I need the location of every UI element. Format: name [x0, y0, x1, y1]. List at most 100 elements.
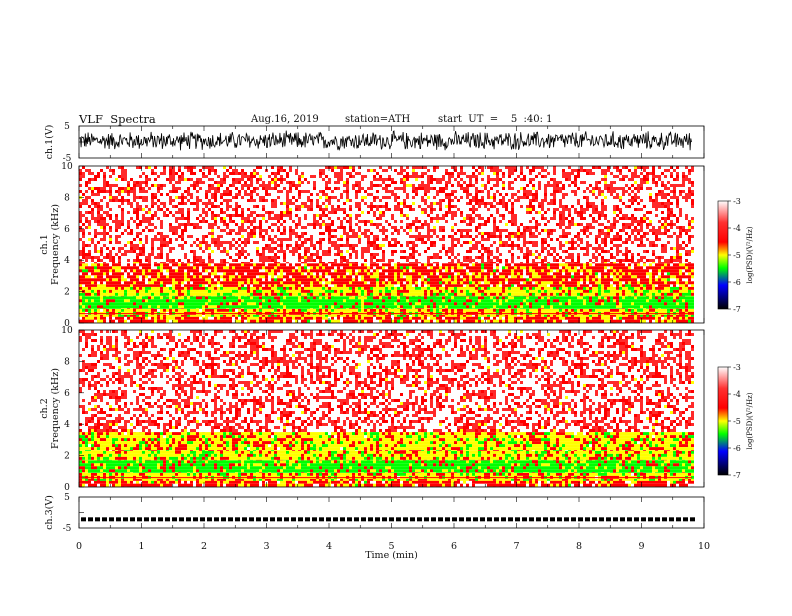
- colorbar-ch1-tick-label: -7: [733, 305, 741, 314]
- ch3-series: [81, 517, 695, 521]
- spectrogram-ch2-ylabel: Frequency (kHz): [50, 368, 61, 449]
- ch3-point: [249, 517, 254, 521]
- ch3-point: [648, 517, 653, 521]
- ch3-point: [361, 517, 366, 521]
- spectrogram-ch1-band-3: [79, 287, 694, 296]
- ch3-point: [291, 517, 296, 521]
- ch1-waveform-series: [79, 131, 692, 151]
- spectrogram-ch2-band-2: [79, 460, 694, 473]
- ch3-point: [508, 517, 513, 521]
- colorbar-ch2-tick-label: -3: [733, 363, 741, 372]
- ch3-point: [459, 517, 464, 521]
- spectrogram-ch1-ytick-label: 4: [64, 256, 70, 266]
- ch3-point: [403, 517, 408, 521]
- ch3-point: [431, 517, 436, 521]
- colorbar-ch2-tick-label: -4: [733, 390, 741, 399]
- spectrogram-ch2: [79, 330, 694, 487]
- xaxis-tick-label: 1: [138, 541, 144, 552]
- ch3-point: [606, 517, 611, 521]
- ch3-point: [109, 517, 114, 521]
- ch3-ylabel: ch.3(V): [44, 495, 55, 530]
- ch1-ytick-label: 5: [64, 122, 70, 132]
- ch3-point: [263, 517, 268, 521]
- colorbar-ch2: [718, 367, 728, 475]
- spectrogram-ch1-channel-label: ch.1: [39, 234, 50, 255]
- spectrogram-ch1-ylabel: Frequency (kHz): [50, 204, 61, 285]
- ch3-point: [221, 517, 226, 521]
- ch3-point: [158, 517, 163, 521]
- ch3-point: [620, 517, 625, 521]
- spectrogram-ch2-band-4: [79, 432, 694, 451]
- ch3-point: [277, 517, 282, 521]
- ch3-point: [326, 517, 331, 521]
- date-label: Aug.16, 2019: [251, 114, 319, 125]
- colorbar-ch1-tick-label: -3: [733, 197, 741, 206]
- ch3-point: [627, 517, 632, 521]
- spectrogram-ch2-ytick-label: 4: [64, 420, 70, 430]
- ch3-point: [389, 517, 394, 521]
- ch3-point: [669, 517, 674, 521]
- ch3-point: [319, 517, 324, 521]
- figure-title: VLF Spectra: [79, 112, 156, 126]
- ch3-point: [228, 517, 233, 521]
- xaxis-tick-label: 4: [326, 541, 332, 552]
- ch3-point: [662, 517, 667, 521]
- ch3-point: [123, 517, 128, 521]
- colorbar-ch2-tick-label: -7: [733, 471, 741, 480]
- ch3-point: [102, 517, 107, 521]
- ch3-point: [417, 517, 422, 521]
- ch3-point: [81, 517, 86, 521]
- ch3-point: [375, 517, 380, 521]
- ch3-point: [641, 517, 646, 521]
- ch3-point: [445, 517, 450, 521]
- ch3-point: [95, 517, 100, 521]
- ch3-point: [144, 517, 149, 521]
- ch3-point: [466, 517, 471, 521]
- ch3-point: [312, 517, 317, 521]
- ch3-point: [480, 517, 485, 521]
- xaxis-label: Time (min): [365, 550, 418, 561]
- xaxis-tick-label: 0: [76, 541, 82, 552]
- ch3-point: [690, 517, 695, 521]
- spectrogram-ch1-ytick-label: 2: [64, 288, 70, 298]
- ch3-point: [424, 517, 429, 521]
- ch3-point: [473, 517, 478, 521]
- ch3-point: [634, 517, 639, 521]
- colorbar-ch1-label: log(PSD)(V²/Hz): [746, 226, 754, 283]
- ch3-point: [137, 517, 142, 521]
- spectrogram-ch1: [79, 166, 694, 323]
- ch3-point: [452, 517, 457, 521]
- ch3-point: [200, 517, 205, 521]
- ch3-point: [130, 517, 135, 521]
- spectrogram-ch2-ytick-label: 0: [64, 483, 70, 493]
- ch3-point: [529, 517, 534, 521]
- ch3-point: [270, 517, 275, 521]
- ch3-point: [354, 517, 359, 521]
- colorbar-ch1: [718, 201, 728, 309]
- ch3-point: [256, 517, 261, 521]
- ch3-point: [347, 517, 352, 521]
- ch3-point: [333, 517, 338, 521]
- ch1-ylabel: ch.1(V): [44, 125, 55, 160]
- ch3-point: [207, 517, 212, 521]
- spectrogram-ch2-channel-label: ch.2: [39, 398, 50, 419]
- spectrogram-ch1-band-2: [79, 296, 694, 309]
- station-label: station=ATH: [345, 114, 410, 125]
- spectrogram-ch2-ytick-label: 6: [64, 389, 70, 399]
- ch3-point: [214, 517, 219, 521]
- xaxis-tick-label: 8: [576, 541, 582, 552]
- ch3-point: [550, 517, 555, 521]
- ch3-point: [396, 517, 401, 521]
- ch3-point: [487, 517, 492, 521]
- xaxis-tick-label: 6: [451, 541, 457, 552]
- ch3-point: [284, 517, 289, 521]
- colorbar-ch1-tick-label: -4: [733, 224, 741, 233]
- ch3-point: [88, 517, 93, 521]
- colorbar-ch1-tick-label: -5: [733, 251, 741, 260]
- ch3-point: [193, 517, 198, 521]
- colorbar-ch1-tick-label: -6: [733, 278, 741, 287]
- ch3-point: [116, 517, 121, 521]
- spectrogram-ch1-ytick-label: 8: [64, 193, 70, 203]
